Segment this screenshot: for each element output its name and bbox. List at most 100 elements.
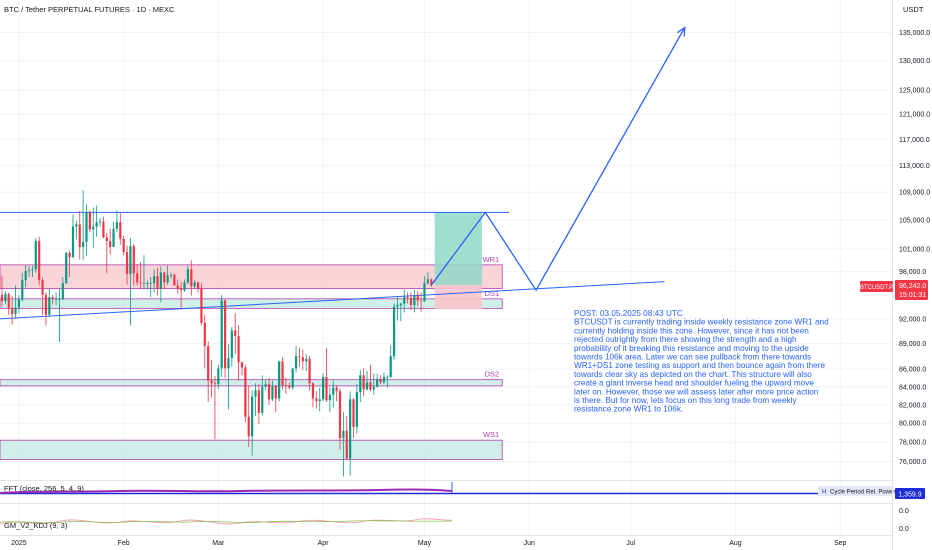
candle [217,364,220,389]
candle [85,204,88,256]
candle-body [34,241,37,270]
candle [34,238,37,273]
candle-body [359,375,362,393]
candle-body [234,330,237,337]
candle-body [24,270,27,281]
current-price-label: BTCUSDT.P 96,242.0 15:01:31 [860,280,928,300]
annotation-line: towards clear sky as depicted on the cha… [574,370,812,379]
y-tick-label: 92,000.0 [899,316,926,323]
candle [31,265,34,278]
bar-countdown: 15:01:31 [899,292,926,299]
candle [379,375,382,385]
candle [213,376,217,440]
candle-body [399,303,402,306]
candle [308,356,311,391]
time-axis[interactable]: 2025 Feb Mar Apr May Jun Jul Aug Sep [11,540,846,547]
candle-body [82,241,85,247]
candle [392,303,396,360]
candle-body [27,270,31,271]
last-price: 96,242.0 [899,283,926,290]
candle-body [311,383,315,399]
candle-body [41,280,44,295]
currency-label[interactable]: USDT [903,5,924,14]
candle-body [335,387,338,392]
candle [430,278,433,288]
candle-body [122,238,125,253]
candle-body [318,399,321,402]
annotation-line: is there. But for now, lets focus on thi… [574,396,797,405]
chart-title: BTC / Tether PERPETUAL FUTURES · 1D · ME… [4,5,175,14]
candle [112,221,115,247]
candle-body [146,283,149,284]
kdj-tick: 0.0 [899,526,909,533]
candle [163,271,166,290]
candle-body [203,322,206,347]
candle-body [163,272,166,283]
candle [413,290,416,313]
x-tick-label: Jul [626,540,635,547]
candle-body [338,391,342,439]
candle [102,216,105,239]
candle [125,245,129,285]
candle [200,283,203,326]
candle [406,292,409,304]
candle-body [166,275,169,283]
candle [254,383,257,416]
candle [115,210,119,233]
candle-body [409,298,413,306]
kdj-tick: 0.0 [899,508,909,515]
candle-body [51,297,54,299]
candle [139,261,142,290]
candle [288,382,291,390]
candle-body [7,294,10,309]
candle [257,384,260,425]
candle-body [0,294,4,302]
fft-legend-power: Rel. Power [866,490,895,496]
candle-body [284,384,288,386]
fft-legend [818,486,892,496]
candle-body [132,246,135,274]
candle-body [21,280,24,300]
zone-label-ds1: DS1 [485,289,500,298]
candle-body [186,269,189,283]
candle-body [298,356,301,358]
candle-body [355,392,358,427]
candle-body [200,288,203,323]
projection-layer[interactable] [430,26,686,292]
fft-pane: FFT (close, 256, 5, 4, 9) H Cycle Period… [0,480,925,499]
candle-body [213,383,217,385]
candle [173,273,176,286]
candle-body [254,390,257,397]
candle [98,218,102,227]
candle [159,266,162,302]
candle [68,250,71,278]
candle [58,288,61,342]
price-axis[interactable]: 76,000.0 78,000.0 80,000.0 82,000.0 84,000.0… [899,30,930,466]
analysis-annotation[interactable]: POST: 03.05.2025 08:43 UTC BTCUSDT is cur… [574,309,829,414]
candle [142,255,146,290]
candle-body [420,300,423,302]
kdj-pane: GM_V2_KDJ (9, 3) 0.0 0.0 [0,503,909,533]
y-tick-label: 84,000.0 [899,384,926,391]
annotation-line: resistance zone WR1 to 106k. [574,405,683,414]
candle-body [342,430,345,439]
candle-body [376,378,379,387]
candle [176,279,179,294]
candle [372,373,375,395]
projection-path[interactable] [430,27,686,292]
candle-body [98,221,102,223]
candle [44,292,48,326]
candle [355,384,358,434]
candle-body [240,362,244,368]
candle [234,313,237,354]
symbol-name: BTCUSDT.P [860,285,893,291]
candle-body [315,398,318,402]
candle [223,299,227,378]
candle-body [142,283,146,284]
candle [352,398,355,439]
y-tick-label: 117,000.0 [899,137,930,144]
candle-body [149,283,152,284]
y-tick-label: 105,000.0 [899,218,930,225]
y-tick-label: 109,000.0 [899,190,930,197]
